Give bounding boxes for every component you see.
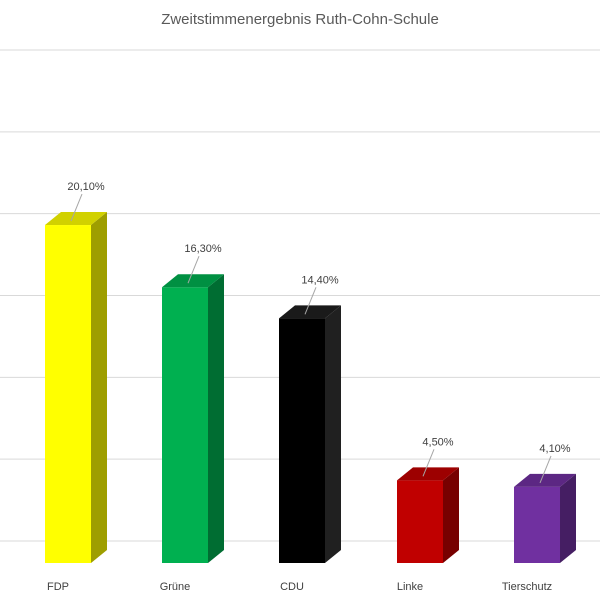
x-tick-tierschutz: Tierschutz [502, 581, 552, 593]
bar-top [279, 305, 341, 319]
bar-top [45, 212, 107, 226]
bar-top [514, 473, 576, 487]
x-tick-labels: FDP Grüne CDU Linke Tierschutz [47, 581, 552, 593]
bar-side [208, 274, 224, 563]
x-tick-cdu: CDU [280, 581, 304, 593]
bars [45, 212, 576, 563]
bar-tierschutz [514, 473, 576, 563]
data-labels: 20,10% 16,30% 14,40% 4,50% 4,10% [67, 181, 571, 484]
leader-line [70, 193, 83, 222]
bar-side [560, 473, 576, 563]
data-label-linke: 4,50% [422, 436, 453, 448]
bar-grüne [162, 274, 224, 563]
data-label-tierschutz: 4,10% [539, 443, 570, 455]
chart-title: Zweitstimmenergebnis Ruth-Cohn-Schule [161, 11, 439, 28]
bar-front [45, 225, 91, 563]
bar-cdu [279, 305, 341, 563]
bar-front [514, 486, 560, 563]
data-label-grüne: 16,30% [184, 243, 222, 255]
data-label-fdp: 20,10% [67, 181, 105, 193]
x-tick-grüne: Grüne [160, 581, 191, 593]
bar-front [397, 480, 443, 563]
bar-front [162, 287, 208, 563]
bar-top [162, 274, 224, 288]
leader-line [422, 449, 435, 477]
bar-side [443, 467, 459, 563]
bar-top [397, 467, 459, 481]
bar-side [91, 212, 107, 563]
bar-fdp [45, 212, 107, 563]
bar-side [325, 305, 341, 563]
leader-line [304, 287, 317, 315]
leader-line [187, 256, 200, 284]
bar-front [279, 318, 325, 563]
leader-line [539, 455, 552, 484]
data-label-cdu: 14,40% [301, 274, 339, 286]
bar-linke [397, 467, 459, 563]
x-tick-linke: Linke [397, 581, 423, 593]
x-tick-fdp: FDP [47, 581, 69, 593]
